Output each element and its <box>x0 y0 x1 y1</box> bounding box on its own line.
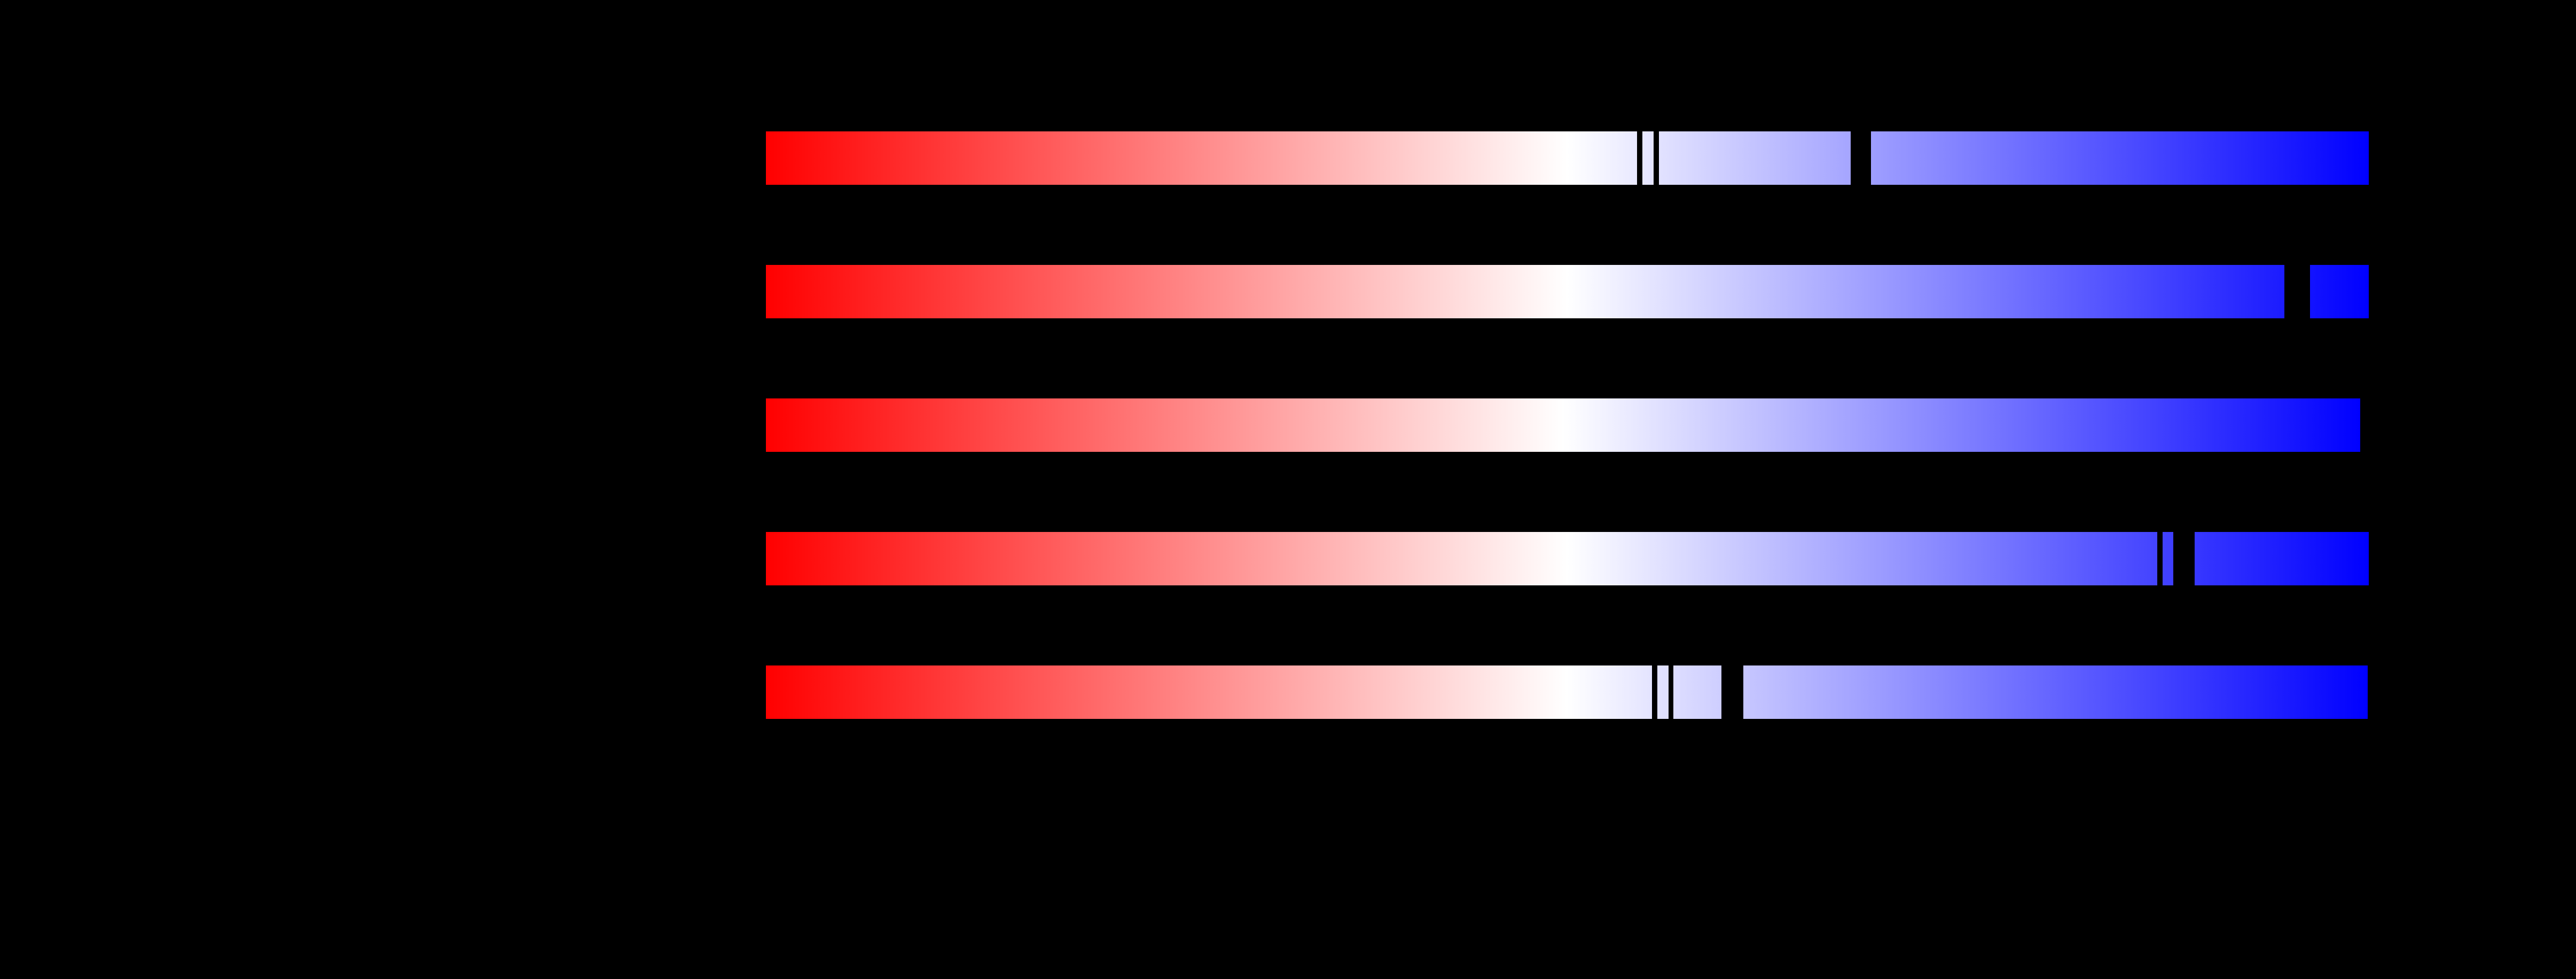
gradient-bar <box>766 398 2360 452</box>
gradient-bar <box>766 131 2369 185</box>
gradient-bar <box>766 532 2369 585</box>
tick-mark <box>1637 131 1642 185</box>
tick-mark <box>1851 131 1871 185</box>
tick-mark <box>2157 532 2163 585</box>
tick-mark <box>2173 532 2195 585</box>
tick-mark <box>2284 265 2310 318</box>
gradient-bar <box>766 265 2369 318</box>
gradient-bar <box>766 665 2368 719</box>
tick-mark <box>1652 665 1657 719</box>
tick-mark <box>1654 131 1659 185</box>
tick-mark <box>1669 665 1673 719</box>
tick-mark <box>1721 665 1743 719</box>
